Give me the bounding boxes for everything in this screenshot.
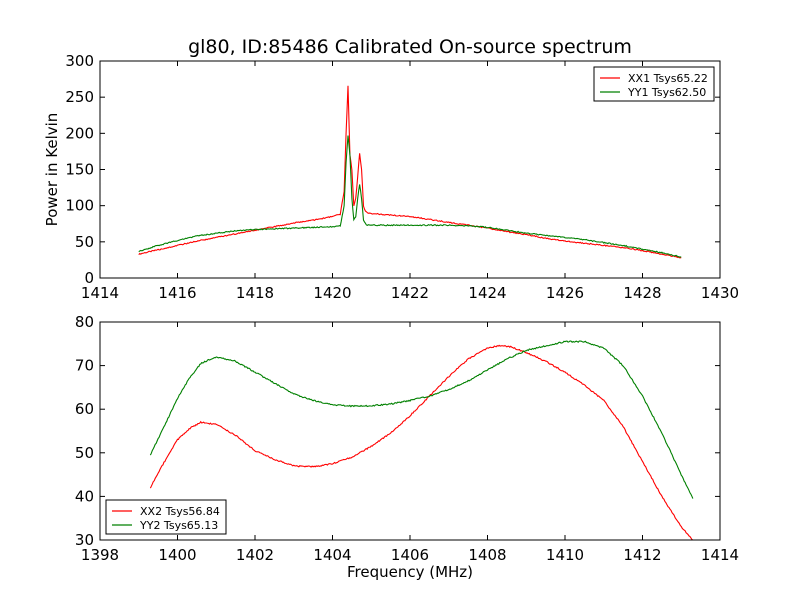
series-line-2 <box>138 135 682 258</box>
bottom-spectrum-plot: 1398 1400 1402 1404 1406 1408 1410 1412 1414 30 40… <box>75 313 739 581</box>
x-tick-label: 1406 <box>391 546 429 564</box>
y-axis-label: Power in Kelvin <box>43 113 61 227</box>
y-tick-label: 150 <box>65 161 94 179</box>
legend-label: YY2 Tsys65.13 <box>139 519 218 532</box>
x-tick-label: 1430 <box>701 284 739 302</box>
y-tick-label: 0 <box>84 269 94 287</box>
x-tick-label: 1404 <box>313 546 351 564</box>
legend-label: YY1 Tsys62.50 <box>627 86 706 99</box>
legend-box <box>593 66 715 102</box>
x-tick-label: 1424 <box>468 284 506 302</box>
y-tick-label: 300 <box>65 52 94 70</box>
y-tick-label: 50 <box>75 444 94 462</box>
legend-box <box>105 499 227 535</box>
y-tick-label: 200 <box>65 124 94 142</box>
y-tick-label: 100 <box>65 197 94 215</box>
y-tick-label: 250 <box>65 88 94 106</box>
x-tick-label: 1402 <box>236 546 274 564</box>
x-tick-label: 1422 <box>391 284 429 302</box>
top-spectrum-plot: 1414 1416 1418 1420 1422 1424 1426 1428 1430 0 50 1… <box>43 36 739 302</box>
chart-title: gl80, ID:85486 Calibrated On-source spec… <box>188 36 632 58</box>
x-tick-label: 1410 <box>546 546 584 564</box>
series-line-1 <box>138 85 682 259</box>
x-tick-label: 1412 <box>623 546 661 564</box>
series-line-2 <box>149 340 694 499</box>
x-tick-label: 1420 <box>313 284 351 302</box>
y-tick-label: 50 <box>75 233 94 251</box>
y-tick-label: 80 <box>75 313 94 331</box>
y-tick-label: 60 <box>75 400 94 418</box>
x-tick-label: 1398 <box>81 546 119 564</box>
x-tick-label: 1414 <box>701 546 739 564</box>
x-tick-label: 1414 <box>81 284 119 302</box>
legend-label: XX1 Tsys65.22 <box>628 72 708 85</box>
series-line-1 <box>149 344 694 540</box>
x-tick-label: 1408 <box>468 546 506 564</box>
legend-label: XX2 Tsys56.84 <box>140 505 220 518</box>
x-tick-label: 1400 <box>158 546 196 564</box>
y-tick-label: 70 <box>75 357 94 375</box>
x-tick-label: 1418 <box>236 284 274 302</box>
y-tick-label: 30 <box>75 531 94 549</box>
x-tick-label: 1428 <box>623 284 661 302</box>
x-tick-label: 1416 <box>158 284 196 302</box>
y-tick-label: 40 <box>75 487 94 505</box>
x-tick-label: 1426 <box>546 284 584 302</box>
x-axis-label: Frequency (MHz) <box>347 563 473 581</box>
